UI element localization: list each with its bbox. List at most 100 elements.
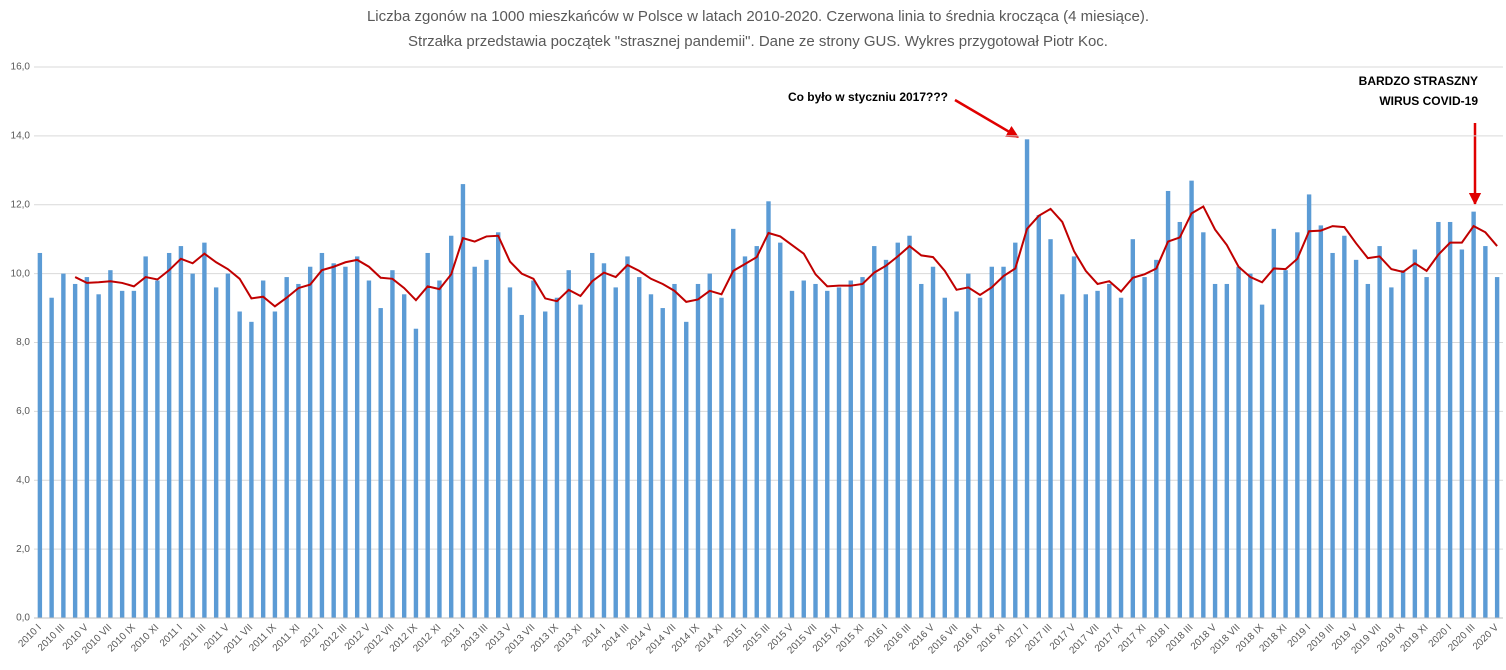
bar [413, 328, 419, 618]
bar [472, 266, 477, 618]
y-tick-label: 2,0 [16, 544, 30, 555]
bar [919, 283, 924, 618]
bar [1271, 228, 1277, 618]
bar [742, 256, 748, 618]
bar [601, 263, 607, 618]
bar [131, 290, 137, 618]
bar [1283, 270, 1288, 618]
bar [778, 242, 783, 618]
bar [307, 266, 313, 618]
bar [1142, 277, 1147, 618]
bar [1013, 242, 1018, 618]
bar [1048, 239, 1053, 618]
bar [354, 256, 360, 618]
bar [566, 270, 571, 618]
bar [202, 242, 207, 618]
bar [954, 311, 959, 618]
bar [543, 311, 548, 618]
y-tick-label: 0,0 [16, 613, 30, 624]
bar [249, 321, 254, 618]
bar [578, 304, 583, 618]
bar [1177, 221, 1183, 618]
bar [96, 294, 101, 618]
bar [1365, 283, 1371, 618]
y-tick-label: 6,0 [16, 406, 30, 417]
bar [989, 266, 994, 618]
bar [237, 311, 242, 618]
bar [719, 297, 724, 618]
bar [49, 297, 54, 618]
bar [61, 273, 66, 618]
bar [1024, 139, 1030, 618]
bar [1471, 211, 1476, 618]
bar [190, 273, 195, 618]
bar [496, 232, 501, 619]
bar [213, 287, 219, 618]
bar [1259, 304, 1265, 618]
bar [554, 297, 560, 618]
bar [966, 273, 971, 618]
bar [977, 297, 983, 618]
bar [1400, 270, 1406, 618]
bar [766, 201, 771, 618]
bar [1083, 294, 1089, 618]
bar [1248, 273, 1253, 618]
bar [1154, 259, 1159, 618]
bar [1447, 221, 1453, 618]
annotation: WIRUS COVID-19 [1379, 94, 1478, 108]
bar [1236, 266, 1241, 618]
bar [331, 263, 336, 618]
bar [1436, 221, 1441, 618]
bar [1459, 249, 1465, 619]
bar [1330, 252, 1335, 618]
bar [178, 246, 184, 618]
bar [260, 280, 266, 618]
moving-average-line [74, 205, 1498, 308]
bar [437, 280, 442, 618]
bar [754, 246, 759, 618]
bar [1212, 283, 1218, 618]
y-tick-label: 12,0 [11, 199, 31, 210]
bar [1377, 246, 1382, 618]
bar [448, 235, 454, 618]
bar [648, 294, 654, 618]
bar [1036, 215, 1041, 619]
y-tick-label: 10,0 [11, 268, 31, 279]
bar [119, 290, 125, 618]
bar [684, 321, 689, 618]
bar [425, 252, 430, 618]
bar [942, 297, 947, 618]
bar [108, 270, 113, 618]
bar [37, 252, 43, 618]
bar [789, 290, 795, 618]
bar [84, 277, 90, 618]
bar [343, 266, 348, 618]
chart-title: Strzałka przedstawia początek "strasznej… [408, 33, 1108, 50]
bar [695, 283, 701, 618]
bar [1412, 249, 1418, 619]
bar [1389, 287, 1394, 618]
bar [872, 246, 877, 618]
bar [637, 277, 642, 618]
bar [531, 280, 536, 618]
bar [1071, 256, 1077, 618]
bar [731, 228, 736, 618]
bar [860, 277, 865, 618]
bar [484, 259, 489, 618]
bar [1424, 277, 1429, 618]
bar [883, 259, 889, 618]
bar [1001, 266, 1006, 618]
bar [1130, 239, 1136, 618]
bar [1342, 235, 1347, 618]
bar [836, 287, 842, 618]
y-tick-label: 4,0 [16, 475, 30, 486]
bar [1353, 259, 1359, 618]
x-tick-label: 2020 V [1471, 622, 1501, 652]
bar [155, 280, 160, 618]
bar [1318, 225, 1324, 618]
bar [930, 266, 936, 618]
bar [907, 235, 912, 618]
x-tick-label: 2011 III [178, 622, 209, 653]
bar [590, 252, 595, 618]
